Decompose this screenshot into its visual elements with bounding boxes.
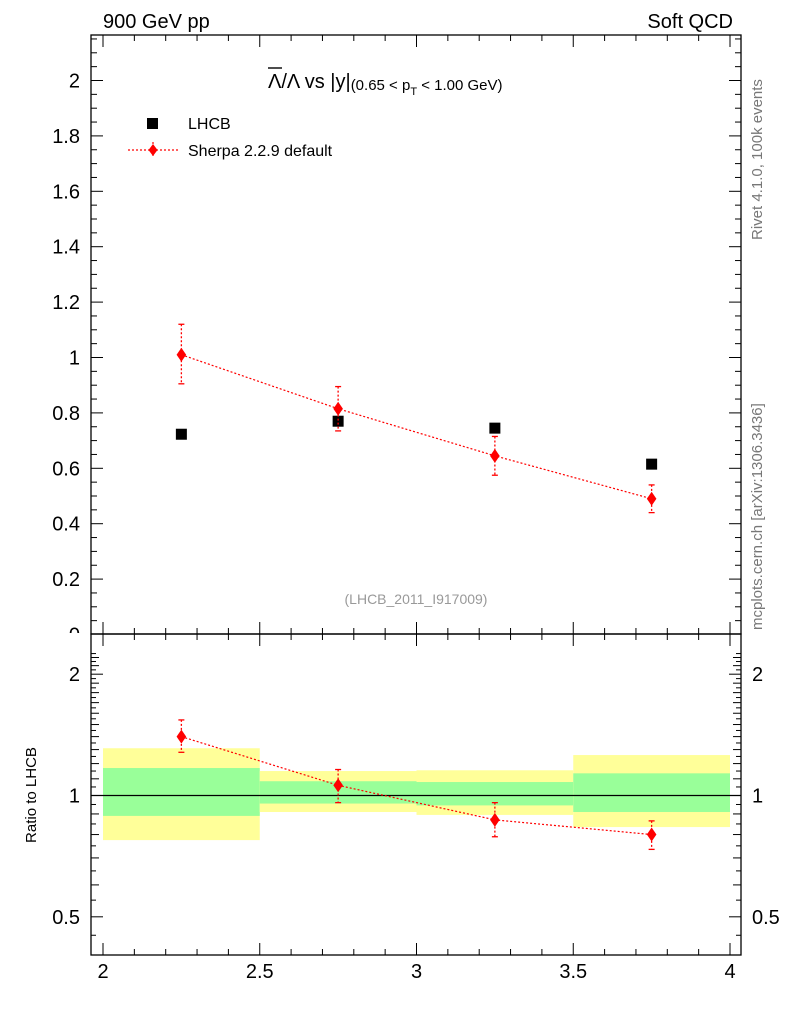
title-main: Λ/Λ vs |y|	[268, 71, 351, 93]
main-ytick-label-zero: 0	[69, 625, 80, 647]
ratio-sherpa-point	[490, 812, 500, 827]
header-right: Soft QCD	[647, 11, 733, 33]
ratio-xtick-label: 2	[97, 961, 108, 983]
main-ytick-label: 0.4	[52, 514, 80, 536]
legend-label-lhcb: LHCB	[188, 116, 231, 133]
main-ytick-label: 0.6	[52, 458, 80, 480]
main-ytick-label: 1.8	[52, 126, 80, 148]
legend-label-sherpa: Sherpa 2.2.9 default	[188, 143, 333, 160]
ratio-xtick-label: 4	[724, 961, 735, 983]
ratio-sherpa-point	[333, 778, 343, 793]
sherpa-point	[646, 491, 657, 506]
main-ytick-label: 0.2	[52, 569, 80, 591]
lhcb-point	[489, 422, 501, 434]
main-ytick-label: 1.2	[52, 292, 80, 314]
side-label-rivet: Rivet 4.1.0, 100k events	[749, 79, 766, 240]
ratio-ylabel: Ratio to LHCB	[23, 747, 40, 843]
legend-marker-sherpa	[148, 144, 158, 156]
main-ytick-label: 1.4	[52, 237, 80, 259]
legend: LHCB Sherpa 2.2.9 default	[128, 116, 333, 160]
ratio-band-green	[259, 781, 417, 804]
ratio-ytick-label-right: 1	[752, 786, 763, 808]
ratio-sherpa-point	[646, 827, 657, 842]
watermark: (LHCB_2011_I917009)	[345, 591, 488, 607]
ratio-ytick-label-left: 0.5	[52, 907, 80, 929]
ratio-xtick-label: 2.5	[246, 961, 274, 983]
ratio-panel: 2 2.5 3 3.5 4 0.5 0.5 1 1 2 2	[52, 633, 780, 983]
ratio-bands	[103, 748, 730, 841]
main-ytick-label: 1	[69, 348, 80, 370]
title-sub-t: T	[410, 86, 417, 98]
sherpa-point	[176, 347, 187, 362]
main-ytick-label: 1.6	[52, 181, 80, 203]
ratio-data	[176, 719, 657, 851]
ratio-band-green	[416, 782, 574, 806]
title-sub-b: < 1.00 GeV)	[417, 77, 502, 94]
ratio-sherpa-point	[176, 729, 187, 744]
header-left: 900 GeV pp	[103, 11, 210, 33]
sherpa-line	[181, 354, 652, 500]
main-panel: 0.2 0.4 0.6 0.8 1 1.2 1.4 1.6 1.8 2 0	[52, 34, 742, 647]
ratio-ytick-label-right: 0.5	[752, 907, 780, 929]
sherpa-point	[490, 448, 500, 463]
ratio-xtick-label: 3	[411, 961, 422, 983]
sherpa-point	[333, 401, 343, 416]
main-data	[175, 323, 658, 514]
lhcb-point	[175, 428, 187, 440]
side-label-mcplots: mcplots.cern.ch [arXiv:1306.3436]	[749, 403, 766, 630]
ratio-ytick-label-left: 2	[69, 664, 80, 686]
ratio-band-green	[103, 768, 260, 816]
ratio-xtick-label: 3.5	[559, 961, 587, 983]
lhcb-point	[646, 458, 658, 470]
ratio-ytick-label-left: 1	[69, 786, 80, 808]
lhcb-point	[332, 415, 344, 427]
main-title: Λ/Λ vs |y|(0.65 < pT < 1.00 GeV)	[268, 71, 503, 98]
ratio-ytick-label-right: 2	[752, 664, 763, 686]
title-sub-a: (0.65 < p	[351, 77, 411, 94]
legend-marker-lhcb	[147, 118, 158, 129]
main-ytick-label: 0.8	[52, 403, 80, 425]
ratio-band-green	[573, 773, 730, 813]
ratio-sherpa-line	[181, 736, 652, 836]
main-ytick-label: 2	[69, 71, 80, 93]
